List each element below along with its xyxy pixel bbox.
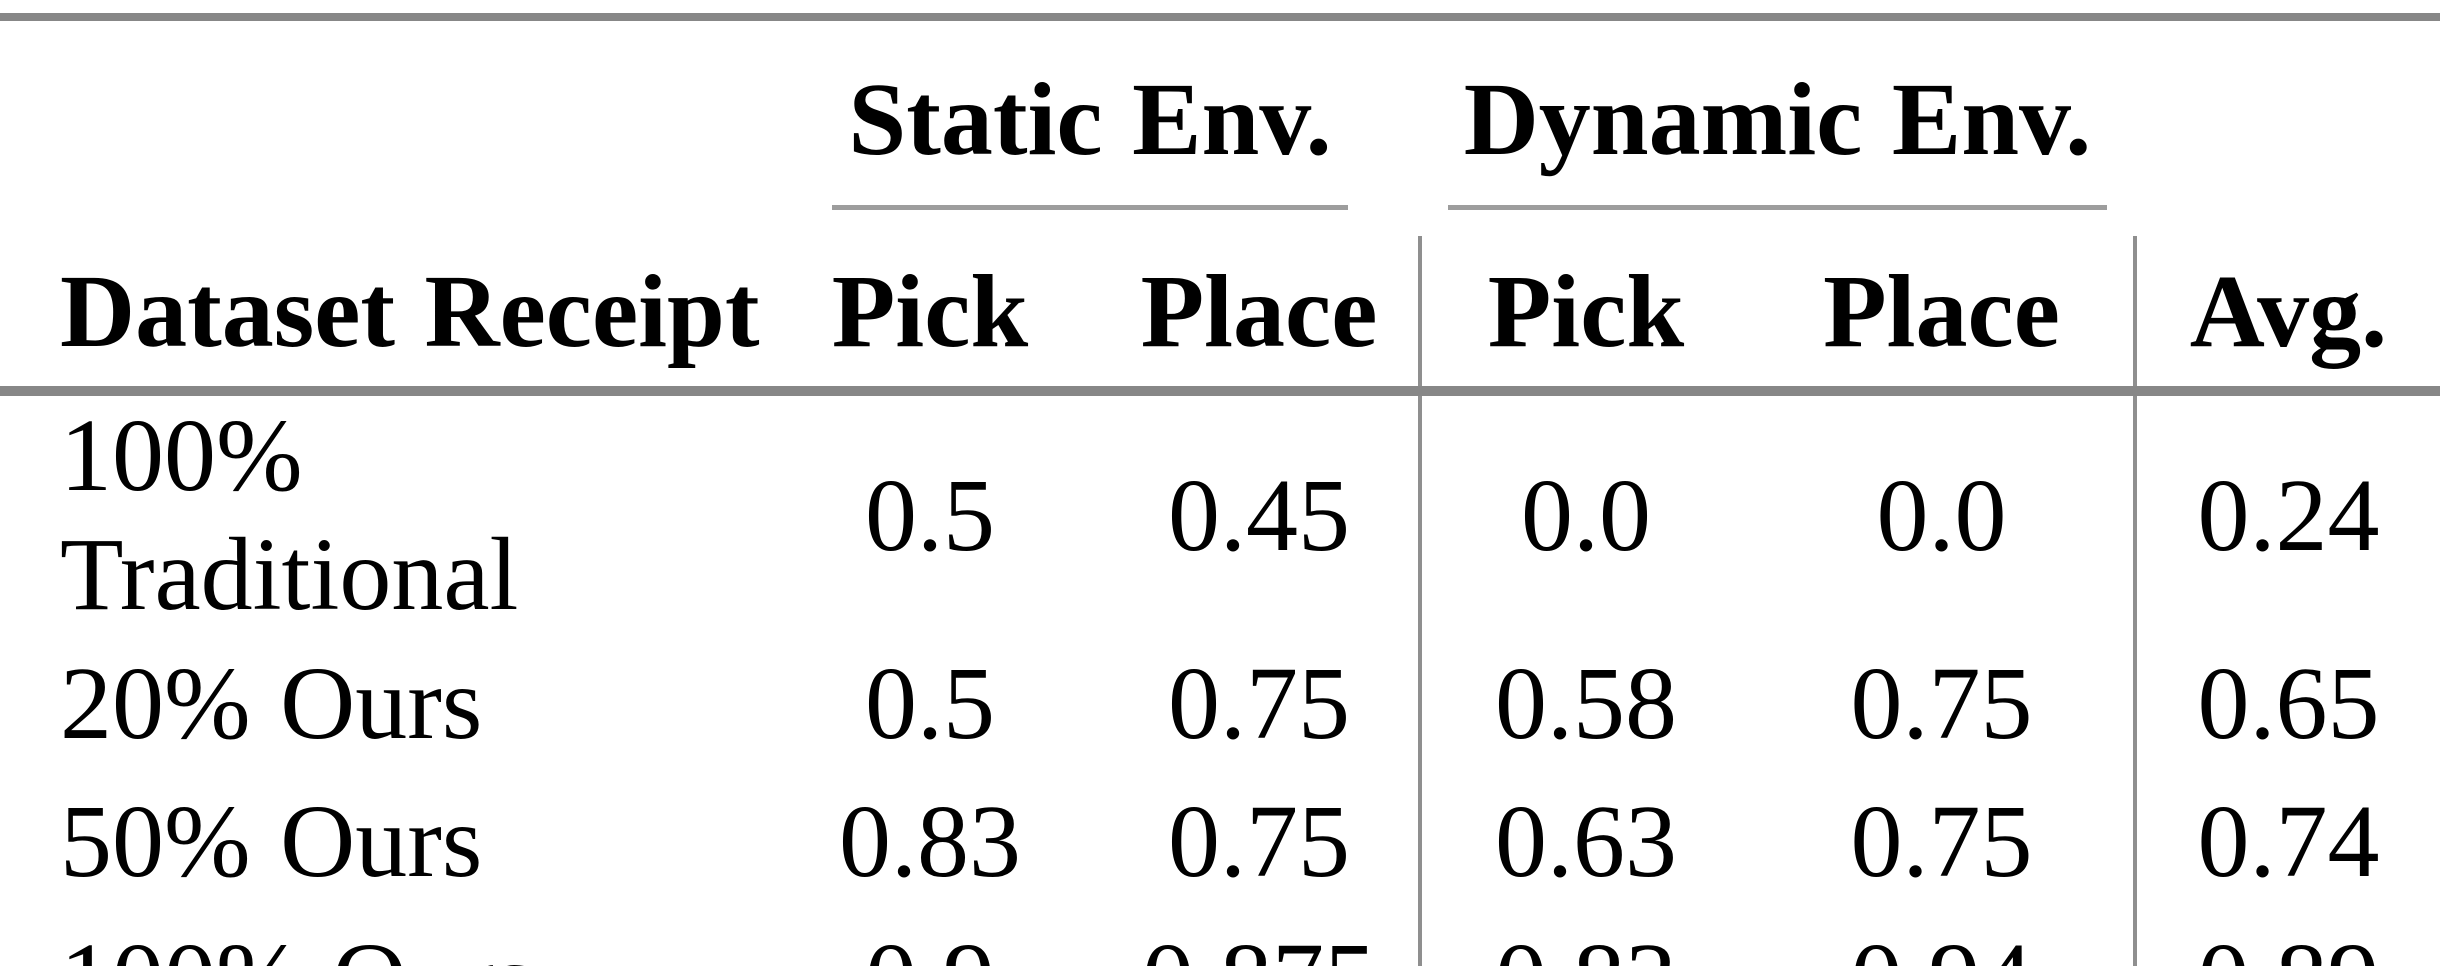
table-row-50-ours: 50% Ours 0.83 0.75 0.63 0.75 0.74 — [0, 772, 2440, 910]
cell-static-place: 0.875 — [1100, 910, 1420, 966]
cell-avg: 0.65 — [2133, 634, 2440, 772]
group-header-static-env-label: Static Env. — [832, 60, 1348, 210]
cell-dynamic-place: 0.0 — [1876, 457, 2007, 573]
column-header-static-pick: Pick — [760, 236, 1100, 396]
group-header-dynamic-env-label: Dynamic Env. — [1447, 60, 2108, 210]
group-header-static-env: Static Env. — [760, 21, 1420, 236]
table-row-100-ours: 100% Ours 0.9 0.875 0.83 0.94 0.89 — [0, 910, 2440, 966]
cell-dynamic-place: 0.94 — [1750, 910, 2135, 966]
table-row-20-ours: 20% Ours 0.5 0.75 0.58 0.75 0.65 — [0, 634, 2440, 772]
column-header-static-place: Place — [1100, 236, 1420, 396]
cell-static-pick: 0.5 — [865, 457, 995, 573]
cell-avg: 0.24 — [2133, 391, 2440, 634]
row-label: 20% Ours — [60, 645, 483, 761]
column-header-dataset-receipt: Dataset Receipt — [0, 236, 760, 396]
column-header-dynamic-place: Place — [1750, 236, 2135, 396]
column-header-row: Dataset Receipt Pick Place Pick Place Av… — [0, 236, 2440, 396]
column-header-avg: Avg. — [2133, 236, 2440, 396]
cell-static-place: 0.45 — [1168, 457, 1350, 573]
cell-static-pick: 0.5 — [865, 645, 995, 761]
group-header-spacer-right — [2135, 21, 2440, 236]
row-label: 50% Ours — [60, 783, 483, 899]
cell-static-place: 0.75 — [1168, 645, 1350, 761]
cell-static-pick: 0.9 — [760, 910, 1100, 966]
column-header-dynamic-pick: Pick — [1418, 236, 1750, 396]
cell-dynamic-pick: 0.83 — [1418, 910, 1750, 966]
table-row-100-traditional: 100% Traditional 0.5 0.45 0.0 0.0 0.24 — [0, 391, 2440, 634]
cell-static-place: 0.75 — [1168, 783, 1350, 899]
row-label: 100% Traditional — [60, 398, 519, 632]
cell-avg: 0.89 — [2133, 910, 2440, 966]
cell-dynamic-pick: 0.0 — [1418, 391, 1750, 634]
table-top-rule — [0, 13, 2440, 21]
row-label: 100% Ours — [0, 910, 760, 966]
cell-static-pick: 0.83 — [839, 783, 1021, 899]
cell-dynamic-pick: 0.63 — [1418, 772, 1750, 910]
results-table: Static Env. Dynamic Env. Dataset Receipt… — [0, 21, 2440, 966]
group-header-row: Static Env. Dynamic Env. — [0, 21, 2440, 236]
cell-dynamic-place: 0.75 — [1850, 645, 2033, 761]
group-header-spacer-left — [0, 21, 760, 236]
cell-dynamic-pick: 0.58 — [1418, 634, 1750, 772]
cell-dynamic-place: 0.75 — [1850, 783, 2033, 899]
cell-avg: 0.74 — [2133, 772, 2440, 910]
group-header-dynamic-env: Dynamic Env. — [1420, 21, 2135, 236]
